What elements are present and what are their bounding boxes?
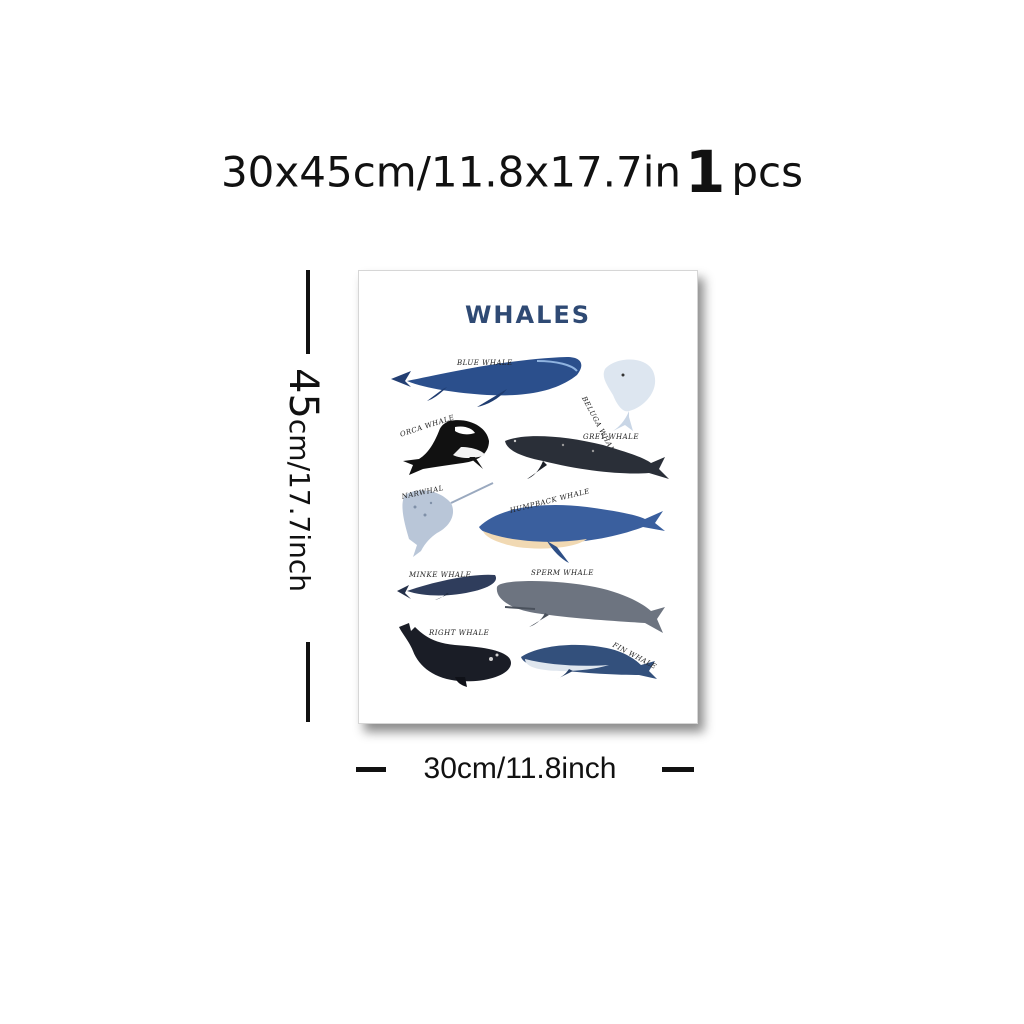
- orca-whale-illustration: [399, 417, 491, 475]
- width-bar-right: [662, 767, 694, 772]
- quantity-number: 1: [685, 138, 726, 206]
- height-label: 45cm/17.7inch: [280, 368, 326, 618]
- poster-title: WHALES: [464, 301, 592, 329]
- sperm-whale-label: SPERM WHALE: [531, 569, 594, 577]
- product-size-header: 30x45cm/11.8x17.7in1 pcs: [0, 138, 1024, 206]
- narwhal-illustration: [395, 481, 495, 561]
- right-whale-label: RIGHT WHALE: [429, 629, 490, 637]
- grey-whale-label: GREY WHALE: [583, 433, 639, 441]
- sperm-whale-illustration: [495, 577, 665, 637]
- right-whale-illustration: [395, 621, 515, 687]
- height-bar-bottom: [306, 642, 310, 722]
- height-unit-text: cm/17.7inch: [283, 418, 316, 593]
- width-label: 30cm/11.8inch: [423, 752, 617, 785]
- humpback-whale-illustration: [477, 497, 667, 567]
- grey-whale-illustration: [503, 431, 669, 489]
- size-text: 30x45cm/11.8x17.7in: [220, 147, 682, 197]
- fin-whale-illustration: [519, 635, 659, 685]
- whale-poster: WHALES BLUE WHALE BELUGA WHALE ORCA WHAL…: [358, 270, 698, 724]
- blue-whale-label: BLUE WHALE: [457, 359, 513, 367]
- quantity-unit: pcs: [731, 147, 804, 197]
- blue-whale-illustration: [387, 351, 587, 411]
- width-bar-left: [356, 767, 386, 772]
- beluga-whale-illustration: [595, 355, 661, 435]
- minke-whale-illustration: [395, 567, 499, 601]
- height-bar-top: [306, 270, 310, 354]
- minke-whale-label: MINKE WHALE: [409, 571, 472, 579]
- height-number: 45: [280, 368, 326, 419]
